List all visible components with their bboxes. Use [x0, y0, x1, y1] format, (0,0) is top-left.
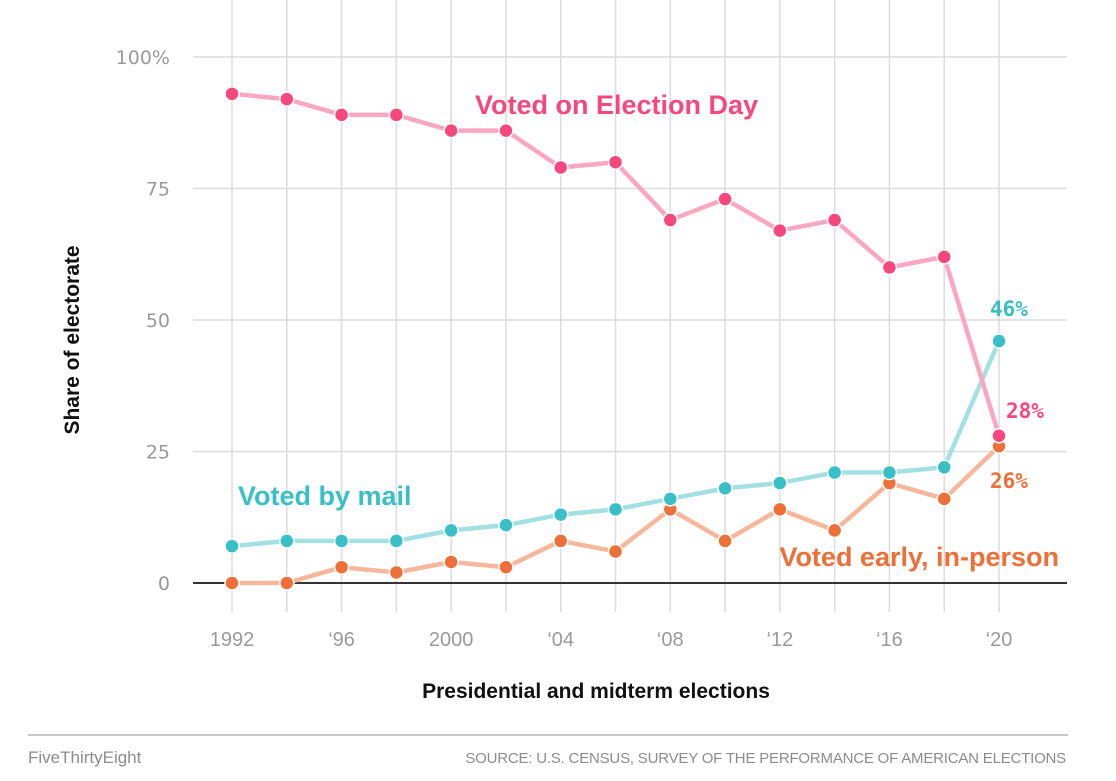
data-point-early-in-person	[936, 491, 952, 507]
data-point-by-mail	[826, 464, 843, 481]
x-tick-label: ‘12	[767, 629, 794, 651]
series-early-in-person	[224, 438, 1007, 591]
data-point-election-day	[224, 86, 240, 102]
end-label-election-day: 28%	[1006, 399, 1044, 423]
data-point-election-day	[717, 191, 733, 207]
x-tick-label: ‘20	[986, 629, 1013, 651]
data-point-early-in-person	[772, 501, 788, 518]
end-label-by-mail: 46%	[990, 297, 1028, 321]
data-point-early-in-person	[443, 554, 459, 570]
data-point-by-mail	[443, 522, 459, 539]
data-point-election-day	[333, 107, 350, 123]
x-axis-title: Presidential and midterm elections	[422, 680, 770, 703]
y-gridlines	[193, 56, 1067, 453]
data-point-early-in-person	[333, 559, 350, 575]
series-election-day	[224, 86, 1007, 444]
data-point-election-day	[662, 212, 679, 228]
data-point-by-mail	[333, 533, 350, 549]
data-point-by-mail	[607, 501, 624, 518]
data-point-early-in-person	[607, 543, 624, 560]
x-tick-label: 1992	[210, 629, 255, 651]
data-point-election-day	[607, 154, 624, 170]
series-label-early-in-person: Voted early, in-person	[779, 542, 1059, 572]
x-tick-label: ‘04	[547, 629, 574, 651]
data-point-early-in-person	[826, 522, 843, 539]
y-tick-label: 100%	[116, 47, 170, 69]
data-point-election-day	[936, 249, 952, 265]
brand-logo-text: FiveThirtyEight	[28, 748, 142, 767]
footer-divider	[28, 734, 1068, 736]
data-point-by-mail	[881, 464, 898, 481]
data-point-early-in-person	[498, 559, 514, 575]
data-point-election-day	[826, 212, 843, 228]
x-tick-labels: 1992 ‘96 2000 ‘04 ‘08 ‘12 ‘16 ‘20	[210, 629, 1013, 651]
y-tick-label: 50	[146, 310, 170, 332]
y-tick-label: 75	[146, 179, 170, 201]
data-point-by-mail	[279, 533, 295, 549]
data-point-by-mail	[224, 538, 240, 554]
data-point-by-mail	[662, 491, 679, 507]
data-point-by-mail	[388, 533, 405, 549]
series-label-election-day: Voted on Election Day	[475, 90, 758, 120]
x-tick-label: ‘16	[876, 629, 903, 651]
data-point-by-mail	[498, 517, 514, 533]
y-tick-labels: 0 25 50 75 100%	[116, 47, 170, 595]
data-point-early-in-person	[552, 533, 569, 549]
data-point-election-day	[498, 122, 514, 139]
end-label-early-in-person: 26%	[990, 469, 1028, 493]
data-point-election-day	[443, 122, 459, 139]
data-point-election-day	[279, 91, 295, 107]
data-point-by-mail	[991, 333, 1007, 349]
y-axis-title: Share of electorate	[61, 245, 84, 434]
x-tick-label: ‘08	[657, 629, 684, 651]
series-layer	[224, 86, 1007, 591]
data-point-election-day	[991, 427, 1007, 444]
x-tick-label: 2000	[429, 629, 474, 651]
data-point-by-mail	[717, 480, 733, 497]
x-gridlines	[231, 0, 1000, 612]
data-point-election-day	[552, 159, 569, 176]
data-point-by-mail	[936, 459, 952, 476]
data-point-early-in-person	[279, 575, 295, 591]
data-point-election-day	[772, 222, 788, 239]
data-point-by-mail	[772, 475, 788, 491]
y-tick-label: 25	[146, 442, 170, 464]
data-point-early-in-person	[388, 564, 405, 581]
data-point-by-mail	[552, 506, 569, 523]
source-note: SOURCE: U.S. CENSUS, SURVEY OF THE PERFO…	[465, 750, 1066, 767]
data-point-early-in-person	[717, 533, 733, 549]
series-by-mail	[224, 333, 1007, 554]
data-point-election-day	[388, 107, 405, 123]
data-point-early-in-person	[224, 575, 240, 591]
series-label-by-mail: Voted by mail	[238, 481, 412, 511]
y-tick-label: 0	[158, 573, 170, 595]
x-tick-label: ‘96	[328, 629, 355, 651]
data-point-election-day	[881, 259, 898, 276]
